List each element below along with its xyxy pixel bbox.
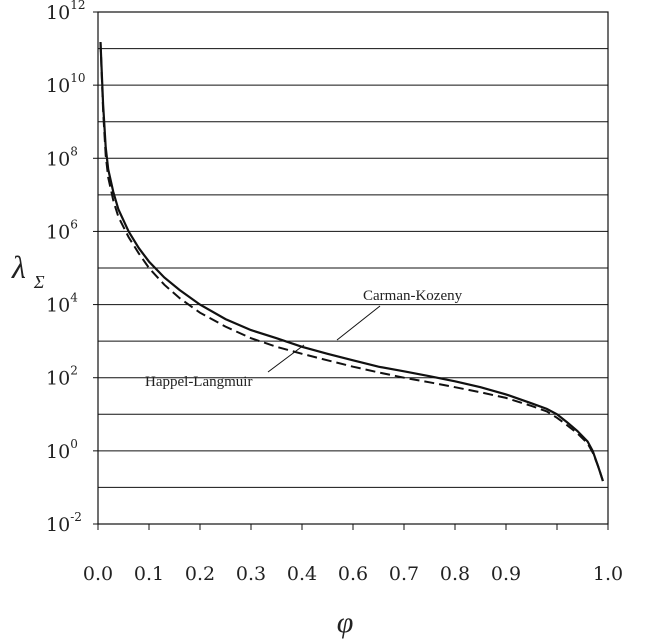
y-tick-exponent: 8 [70, 144, 78, 158]
y-tick-base: 10 [46, 514, 70, 536]
x-tick-label: 0.0 [83, 563, 113, 585]
y-tick-label: 104 [46, 291, 78, 317]
y-tick-label: 100 [46, 437, 78, 463]
y-tick-exponent: -2 [70, 510, 82, 524]
y-tick-exponent: 10 [70, 71, 85, 85]
x-axis-label: φ [337, 606, 354, 639]
y-tick-label: 102 [46, 364, 78, 390]
y-tick-base: 10 [46, 221, 70, 243]
y-axis-label: λ Σ [11, 249, 45, 292]
grid-lines [98, 48, 608, 488]
y-tick-base: 10 [46, 75, 70, 97]
annotations: Carman-Kozeny Happel-Langmuir [145, 288, 463, 390]
arrow-carman-kozeny [336, 305, 381, 341]
y-tick-exponent: 2 [70, 364, 78, 378]
y-tick-base: 10 [46, 441, 70, 463]
series-line-carman-kozeny [99, 42, 604, 482]
y-tick-exponent: 6 [70, 217, 78, 231]
x-tick-label: 0.8 [440, 563, 470, 585]
annotation-happel-langmuir: Happel-Langmuir [145, 374, 252, 390]
x-tick-label: 0.6 [338, 563, 368, 585]
x-tick-label: 0.1 [134, 563, 164, 585]
x-tick-label: 0.9 [491, 563, 521, 585]
y-tick-label: 10-2 [46, 510, 82, 536]
y-axis-subscript: Σ [33, 272, 45, 292]
y-tick-base: 10 [46, 295, 70, 317]
y-tick-exponent: 0 [70, 437, 78, 451]
y-tick-exponent: 4 [70, 291, 78, 305]
y-tick-label: 106 [46, 217, 78, 243]
x-axis-ticks: 0.0 0.1 0.2 0.3 0.4 0.6 0.7 0.8 0.9 1.0 [83, 524, 623, 585]
x-tick-label: 1.0 [593, 563, 623, 585]
x-tick-label: 0.7 [389, 563, 419, 585]
y-tick-label: 1012 [46, 0, 85, 24]
y-tick-base: 10 [46, 148, 70, 170]
x-tick-label: 0.3 [236, 563, 266, 585]
series-group [99, 42, 604, 482]
y-tick-base: 10 [46, 2, 70, 24]
arrow-happel-langmuir [267, 344, 305, 373]
x-tick-label: 0.4 [287, 563, 317, 585]
series-line-happel-langmuir [99, 42, 604, 482]
y-tick-label: 108 [46, 144, 78, 170]
x-tick-label: 0.2 [185, 563, 215, 585]
y-tick-label: 1010 [46, 71, 85, 97]
y-tick-base: 10 [46, 368, 70, 390]
annotation-carman-kozeny: Carman-Kozeny [363, 288, 463, 304]
y-axis-symbol: λ [11, 249, 26, 285]
y-tick-exponent: 12 [70, 0, 85, 12]
